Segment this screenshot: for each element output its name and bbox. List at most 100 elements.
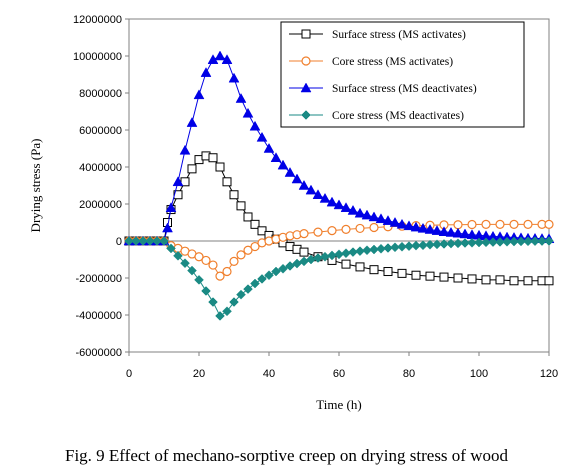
data-point	[285, 261, 295, 271]
data-point	[284, 167, 296, 177]
data-point	[361, 209, 373, 220]
data-point	[162, 222, 173, 233]
data-point	[474, 237, 484, 248]
data-point	[319, 192, 331, 203]
data-point	[411, 240, 421, 251]
data-point	[509, 219, 519, 229]
data-point	[243, 245, 253, 255]
data-point	[523, 219, 533, 229]
data-point	[208, 260, 218, 270]
data-point	[236, 289, 246, 300]
data-point	[516, 236, 526, 247]
legend-item: Surface stress (MS activates)	[289, 29, 466, 41]
data-point	[341, 224, 351, 234]
data-point	[173, 250, 183, 261]
data-point	[397, 268, 407, 278]
legend-label: Surface stress (MS activates)	[332, 29, 466, 41]
data-point	[432, 239, 442, 250]
data-point	[333, 199, 345, 210]
data-point	[208, 153, 218, 163]
data-point	[459, 228, 471, 239]
data-point	[495, 275, 505, 285]
data-point	[460, 238, 470, 248]
data-point	[488, 237, 498, 247]
data-point	[159, 236, 169, 246]
y-tick-label: 8000000	[79, 88, 122, 100]
data-point	[544, 276, 554, 286]
y-tick-label: 12000000	[73, 14, 122, 26]
legend-marker	[300, 82, 312, 93]
data-point	[243, 212, 253, 222]
data-point	[222, 177, 232, 187]
data-point	[257, 226, 267, 236]
data-point	[383, 267, 393, 277]
data-point	[502, 236, 512, 247]
data-point	[530, 236, 540, 247]
data-point	[229, 297, 239, 307]
data-point	[214, 50, 226, 61]
series-4	[124, 236, 554, 321]
data-point	[445, 226, 457, 237]
data-point	[270, 152, 282, 162]
data-point	[263, 142, 275, 153]
data-point	[193, 89, 205, 100]
data-point	[544, 219, 554, 229]
data-point	[467, 237, 477, 248]
data-point	[368, 211, 380, 222]
data-point	[410, 221, 422, 232]
data-point	[152, 236, 162, 246]
legend-marker	[301, 56, 311, 66]
data-point	[200, 67, 212, 77]
data-point	[215, 271, 225, 281]
data-point	[271, 266, 281, 277]
data-point	[229, 256, 239, 266]
data-point	[145, 236, 155, 246]
data-point	[389, 216, 401, 227]
x-tick-label: 60	[333, 368, 345, 380]
data-point	[382, 215, 394, 225]
legend-marker	[301, 110, 311, 120]
data-point	[236, 250, 246, 260]
x-tick-label: 40	[263, 368, 275, 380]
x-tick-label: 0	[126, 368, 132, 380]
data-point	[495, 237, 505, 247]
data-point	[438, 226, 450, 236]
y-tick-label: -4000000	[76, 310, 123, 322]
data-point	[243, 284, 253, 294]
data-point	[418, 240, 428, 251]
data-point	[467, 219, 477, 230]
series-layer	[123, 50, 555, 321]
data-point	[424, 224, 436, 234]
y-axis-title: Drying stress (Pa)	[28, 139, 43, 233]
data-point	[544, 236, 554, 246]
legend-label: Core stress (MS deactivates)	[332, 110, 464, 122]
y-tick-label: 4000000	[79, 162, 122, 174]
data-point	[138, 236, 148, 246]
data-point	[327, 226, 337, 236]
data-point	[481, 237, 491, 248]
data-point	[222, 266, 232, 277]
data-point	[397, 241, 407, 252]
y-tick-label: 6000000	[79, 125, 122, 137]
data-point	[312, 189, 324, 199]
legend-item: Core stress (MS activates)	[289, 56, 453, 68]
data-point	[523, 236, 533, 247]
x-axis-title: Time (h)	[316, 397, 361, 412]
data-point	[187, 265, 197, 276]
data-point	[277, 159, 289, 170]
data-point	[404, 241, 414, 252]
data-point	[452, 227, 464, 238]
data-point	[481, 275, 491, 285]
data-point	[396, 218, 408, 229]
data-point	[257, 274, 267, 284]
y-tick-label: 0	[116, 236, 122, 248]
y-tick-label: 10000000	[73, 51, 122, 63]
data-point	[369, 265, 379, 275]
data-point	[221, 54, 233, 64]
data-point	[194, 274, 204, 285]
y-tick-label: -2000000	[76, 273, 123, 285]
data-point	[453, 220, 463, 230]
data-point	[180, 258, 190, 269]
x-tick-label: 100	[470, 368, 488, 380]
data-point	[165, 202, 177, 212]
